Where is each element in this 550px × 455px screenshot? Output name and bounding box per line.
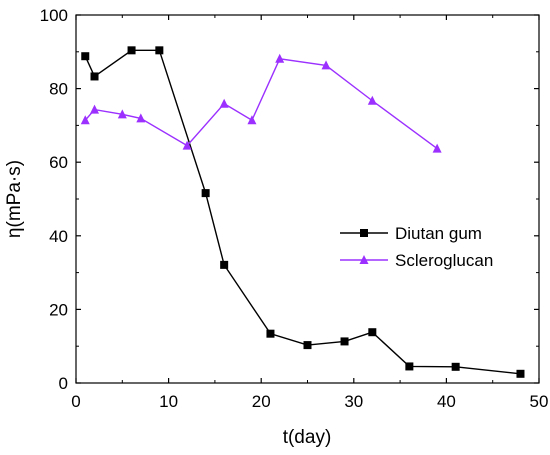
data-point [405,362,414,371]
y-tick-label: 100 [40,6,68,25]
y-axis-title: η(mPa·s) [4,160,25,238]
x-tick-label: 50 [530,392,549,411]
data-point [451,362,460,371]
data-point [90,72,99,81]
data-point [127,46,136,55]
legend-label: Scleroglucan [395,251,493,270]
data-point [155,46,164,55]
y-tick-label: 60 [49,153,68,172]
data-point [340,337,349,346]
data-point [81,52,90,61]
x-tick-label: 0 [71,392,80,411]
series-1 [81,46,525,378]
y-tick-label: 0 [59,374,68,393]
y-tick-label: 80 [49,80,68,99]
y-tick-label: 20 [49,300,68,319]
data-point [275,53,285,63]
series-line [84,58,438,150]
x-tick-label: 20 [252,392,271,411]
data-point [367,95,377,105]
series-line [84,49,521,375]
plot-frame [75,14,540,384]
data-point [90,104,100,114]
x-tick-label: 40 [437,392,456,411]
axis-ticks: 0 10 20 30 40 50 0 20 40 60 80 100 [40,6,549,411]
data-point [117,109,127,119]
data-point [368,328,377,337]
data-point [80,115,90,125]
data-point [432,143,442,153]
data-point [220,260,229,269]
x-tick-label: 10 [159,392,178,411]
legend-label: Diutan gum [395,224,482,243]
data-point [136,113,146,123]
data-point [219,98,229,108]
legend: Diutan gum Scleroglucan [340,224,493,270]
legend-item: Diutan gum [340,224,482,243]
series-layer [80,46,525,378]
y-tick-label: 40 [49,227,68,246]
series-2 [80,53,442,153]
data-point [516,369,525,378]
legend-marker [359,255,369,264]
data-point [247,115,257,125]
x-tick-label: 30 [344,392,363,411]
data-point [303,341,312,350]
data-point [321,60,331,70]
data-point [201,189,210,198]
data-point [266,329,275,338]
data-point [182,140,192,150]
legend-marker [360,229,368,237]
x-axis-title: t(day) [283,427,332,448]
legend-item: Scleroglucan [340,251,493,270]
